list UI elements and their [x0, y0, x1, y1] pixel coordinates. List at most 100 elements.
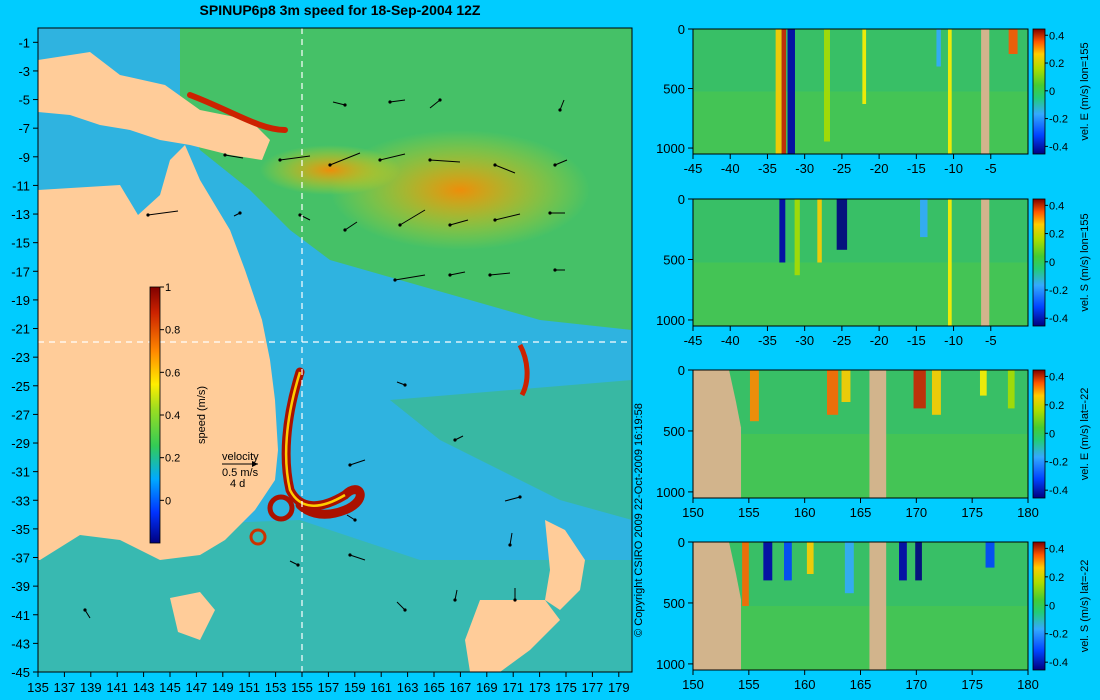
section-colorbar-tick-label: -0.2	[1049, 114, 1068, 126]
map-colorbar-tick-label: 1	[165, 282, 171, 294]
section-frame	[692, 28, 1029, 155]
section-streak	[844, 542, 854, 594]
map-y-tick-label: -7	[18, 121, 30, 136]
section-streak	[779, 199, 786, 263]
velocity-vector	[349, 554, 366, 561]
section-panel-2: -45 -40 -35 -30 -25 -20 -15 -10 -5 0 500 1000 0.4 0.2…	[656, 192, 1091, 348]
section-colorbar-tick-label: -0.4	[1049, 657, 1068, 669]
map-land-tasmania	[170, 592, 215, 640]
velocity-vector	[344, 221, 358, 231]
map-y-tick-label: -17	[11, 264, 30, 279]
map-y-tick-label: -1	[18, 35, 30, 50]
section-land	[981, 29, 990, 154]
section-colorbar	[1032, 541, 1046, 671]
section-streak	[817, 199, 822, 263]
section-x-tick-label: -45	[684, 333, 703, 348]
velocity-vector	[224, 154, 244, 159]
section-streak	[862, 29, 867, 104]
section-x-tick-label: 170	[905, 677, 927, 692]
map-frame	[37, 27, 633, 673]
map-x-tick-label: 139	[80, 680, 102, 695]
section-x-tick-label: -40	[721, 333, 740, 348]
map-x-tick-label: 167	[450, 680, 472, 695]
section-panel-4: 150 155 160 165 170 175 180 0 500 1000 0.4 0.2 0 -0.2…	[656, 535, 1091, 692]
map-x-tick-label: 163	[397, 680, 419, 695]
map-colorbar-tick-label: 0.8	[165, 325, 180, 337]
map-colorbar-tick-label: 0.6	[165, 367, 180, 379]
map-y-tick-label: -31	[11, 465, 30, 480]
section-colorbar	[1032, 28, 1046, 155]
section-colorbar-tick-label: 0	[1049, 257, 1055, 269]
section-streak	[836, 199, 848, 250]
velocity-vector	[429, 159, 461, 163]
section-colorbar-tick-label: 0.2	[1049, 229, 1064, 241]
map-y-tick-label: -19	[11, 293, 30, 308]
section-x-tick-label: -35	[758, 161, 777, 176]
map-y-tick-label: -25	[11, 379, 30, 394]
velocity-vector	[494, 164, 516, 174]
section-y-tick-label: 500	[663, 424, 685, 439]
section-x-tick-label: 175	[961, 505, 983, 520]
section-colorbar-tick-label: 0	[1049, 86, 1055, 98]
map-y-tick-label: -35	[11, 522, 30, 537]
map-y-tick-label: -13	[11, 207, 30, 222]
section-colorbar-tick-label: -0.2	[1049, 457, 1068, 469]
section-y-tick-label: 1000	[656, 313, 685, 328]
map-y-tick-label: -5	[18, 93, 30, 108]
velocity-vector	[396, 601, 406, 611]
section-streak	[1007, 370, 1015, 409]
section-x-tick-label: -15	[907, 161, 926, 176]
map-x-tick-label: 169	[476, 680, 498, 695]
section-field	[693, 199, 1028, 326]
section-colorbar-tick-label: 0.4	[1049, 30, 1064, 42]
velocity-vector	[559, 99, 565, 111]
section-streak	[915, 542, 922, 581]
section-x-tick-label: 175	[961, 677, 983, 692]
section-streak	[742, 542, 749, 606]
section-colorbar-tick-label: -0.4	[1049, 313, 1068, 325]
section-streak	[936, 29, 941, 67]
map-velocity-vectors	[83, 98, 568, 619]
map-x-axis: 135 137 139 141 143 145 147 149 151 153 155 157 159 1…	[27, 672, 630, 695]
section-streak	[787, 29, 795, 154]
map-y-axis: -1 -3 -5 -7 -9 -11 -13 -15 -17 -19 -21 -23 -25 -27 -29…	[11, 35, 38, 680]
section-frame	[692, 198, 1029, 327]
section-colorbar-tick-label: 0.2	[1049, 572, 1064, 584]
section-y-tick-label: 0	[678, 363, 685, 378]
map-x-tick-label: 179	[608, 680, 630, 695]
section-x-tick-label: 180	[1017, 505, 1039, 520]
map-y-tick-label: -29	[11, 436, 30, 451]
map-y-tick-label: -15	[11, 236, 30, 251]
section-x-tick-label: 150	[682, 677, 704, 692]
section-streak	[979, 370, 987, 396]
map-x-tick-label: 151	[238, 680, 260, 695]
section-panels: -45 -40 -35 -30 -25 -20 -15 -10 -5 0 500 1000 0.4 0.2…	[656, 22, 1091, 692]
section-colorbar-tick-label: 0.2	[1049, 400, 1064, 412]
section-streak	[947, 29, 952, 154]
section-streak	[841, 370, 851, 402]
velocity-key: velocity 0.5 m/s 4 d	[222, 451, 259, 490]
map-y-tick-label: -37	[11, 551, 30, 566]
map-x-tick-label: 159	[344, 680, 366, 695]
section-x-tick-label: -35	[758, 333, 777, 348]
section-x-tick-label: 165	[850, 677, 872, 692]
section-x-tick-label: 170	[905, 505, 927, 520]
map-x-tick-label: 149	[212, 680, 234, 695]
velocity-vector	[379, 153, 406, 161]
section-x-tick-label: -15	[907, 333, 926, 348]
map-y-tick-label: -11	[12, 178, 30, 193]
map-y-tick-label: -43	[11, 636, 30, 651]
section-panel-3: 150 155 160 165 170 175 180 0 500 1000 0.4 0.2 0 -0.2…	[656, 363, 1091, 520]
map-land-nz-south	[465, 600, 560, 672]
section-streak	[1008, 29, 1018, 54]
section-x-tick-label: -5	[985, 333, 997, 348]
section-y-tick-label: 1000	[656, 485, 685, 500]
section-y-tick-label: 500	[663, 252, 685, 267]
velocity-vector	[554, 159, 568, 166]
velocity-vector	[399, 209, 426, 226]
velocity-vector	[279, 155, 311, 161]
map-land-new-guinea	[38, 52, 270, 160]
section-colorbar-tick-label: 0.4	[1049, 543, 1064, 555]
section-streak	[784, 542, 792, 581]
